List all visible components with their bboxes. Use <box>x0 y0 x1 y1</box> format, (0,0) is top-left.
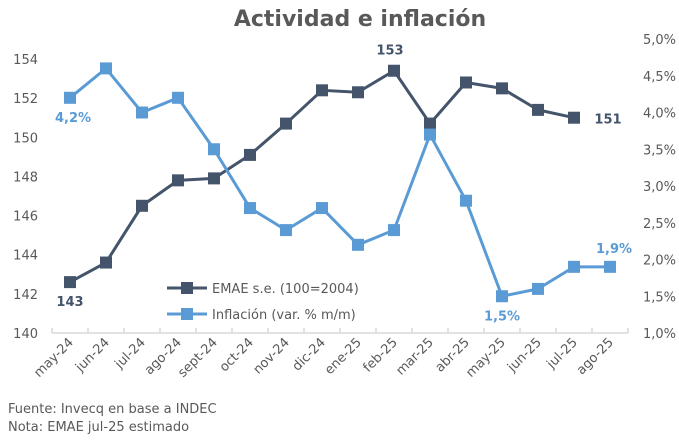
legend-marker-emae <box>181 282 193 294</box>
series-layer <box>64 62 616 303</box>
y-axis-right: 1,0% 1,5% 2,0% 2,5% 3,0% 3,5% 4,0% 4,5% 5,0% <box>643 33 676 342</box>
x-tick-label: mar-25 <box>393 335 436 378</box>
data-label: 153 <box>376 44 403 59</box>
inflacion-point <box>172 91 184 104</box>
inflacion-point <box>316 202 328 215</box>
x-tick-label: oct-24 <box>217 335 257 375</box>
inflacion-point <box>280 224 292 237</box>
y-right-tick-label: 2,5% <box>643 217 676 232</box>
emae-point <box>64 276 76 289</box>
data-label: 4,2% <box>55 111 91 126</box>
inflacion-point <box>568 260 580 273</box>
legend-item-inflacion: Inflación (var. % m/m) <box>167 308 356 323</box>
inflacion-point <box>532 282 544 295</box>
emae-point <box>244 148 256 161</box>
emae-point <box>568 111 580 124</box>
y-right-tick-label: 1,5% <box>643 290 676 305</box>
inflacion-point <box>208 143 220 156</box>
y-left-tick-label: 148 <box>13 170 38 185</box>
inflacion-point <box>604 260 616 273</box>
legend-label-emae: EMAE s.e. (100=2004) <box>212 282 359 297</box>
y-left-tick-label: 152 <box>13 92 38 107</box>
inflacion-point <box>136 106 148 119</box>
y-left-tick-label: 154 <box>13 53 38 68</box>
emae-point <box>316 84 328 97</box>
legend: EMAE s.e. (100=2004) Inflación (var. % m… <box>167 282 359 323</box>
y-axis-left: 140 142 144 146 148 150 152 154 <box>13 53 38 342</box>
x-tick-label: ene-25 <box>322 335 365 378</box>
footnote-source: Fuente: Invecq en base a INDEC <box>8 402 217 417</box>
emae-point <box>388 64 400 77</box>
emae-point <box>172 174 184 187</box>
series-line-emae <box>69 69 575 284</box>
emae-point <box>352 86 364 99</box>
y-right-tick-label: 4,5% <box>643 70 676 85</box>
emae-point <box>532 103 544 116</box>
emae-point <box>136 199 148 212</box>
x-tick-label: jun-25 <box>504 335 545 376</box>
y-right-tick-label: 5,0% <box>643 33 676 48</box>
y-left-tick-label: 146 <box>13 210 38 225</box>
emae-point <box>100 256 112 269</box>
emae-point <box>424 117 436 130</box>
data-label: 1,5% <box>484 309 520 324</box>
data-label: 143 <box>56 295 83 310</box>
inflacion-point <box>100 62 112 75</box>
inflacion-point <box>244 202 256 215</box>
y-left-tick-label: 144 <box>13 249 38 264</box>
inflacion-point <box>496 290 508 303</box>
legend-marker-inflacion <box>181 308 193 320</box>
y-left-tick-label: 150 <box>13 131 38 146</box>
y-right-tick-label: 2,0% <box>643 254 676 269</box>
y-left-tick-label: 142 <box>13 288 38 303</box>
footnote-note: Nota: EMAE jul-25 estimado <box>8 420 190 435</box>
y-right-tick-label: 1,0% <box>643 327 676 342</box>
data-labels: 143 153 151 4,2% 1,5% 1,9% <box>55 44 632 325</box>
y-left-tick-label: 140 <box>13 327 38 342</box>
emae-point <box>496 82 508 95</box>
x-tick-label: nov-24 <box>251 335 293 377</box>
inflacion-point <box>64 91 76 104</box>
data-label: 1,9% <box>596 242 632 257</box>
series-line-inflacion <box>69 66 610 298</box>
x-tick-label: ago-25 <box>574 335 617 378</box>
y-right-tick-label: 3,0% <box>643 180 676 195</box>
chart-title: Actividad e inflación <box>234 7 486 32</box>
x-tick-label: sept-24 <box>175 335 221 381</box>
data-label: 151 <box>594 113 621 128</box>
y-right-tick-label: 4,0% <box>643 107 676 122</box>
inflacion-point <box>352 238 364 251</box>
emae-point <box>208 172 220 185</box>
emae-point <box>460 76 472 89</box>
x-tick-label: may-24 <box>31 335 76 380</box>
inflacion-point <box>388 224 400 237</box>
x-tick-label: jun-24 <box>72 335 113 376</box>
x-tick-label: may-25 <box>463 335 508 380</box>
inflacion-point <box>424 128 436 141</box>
legend-label-inflacion: Inflación (var. % m/m) <box>212 308 356 323</box>
emae-point <box>280 117 292 130</box>
legend-item-emae: EMAE s.e. (100=2004) <box>167 282 359 297</box>
inflacion-point <box>460 194 472 207</box>
y-right-tick-label: 3,5% <box>643 143 676 158</box>
